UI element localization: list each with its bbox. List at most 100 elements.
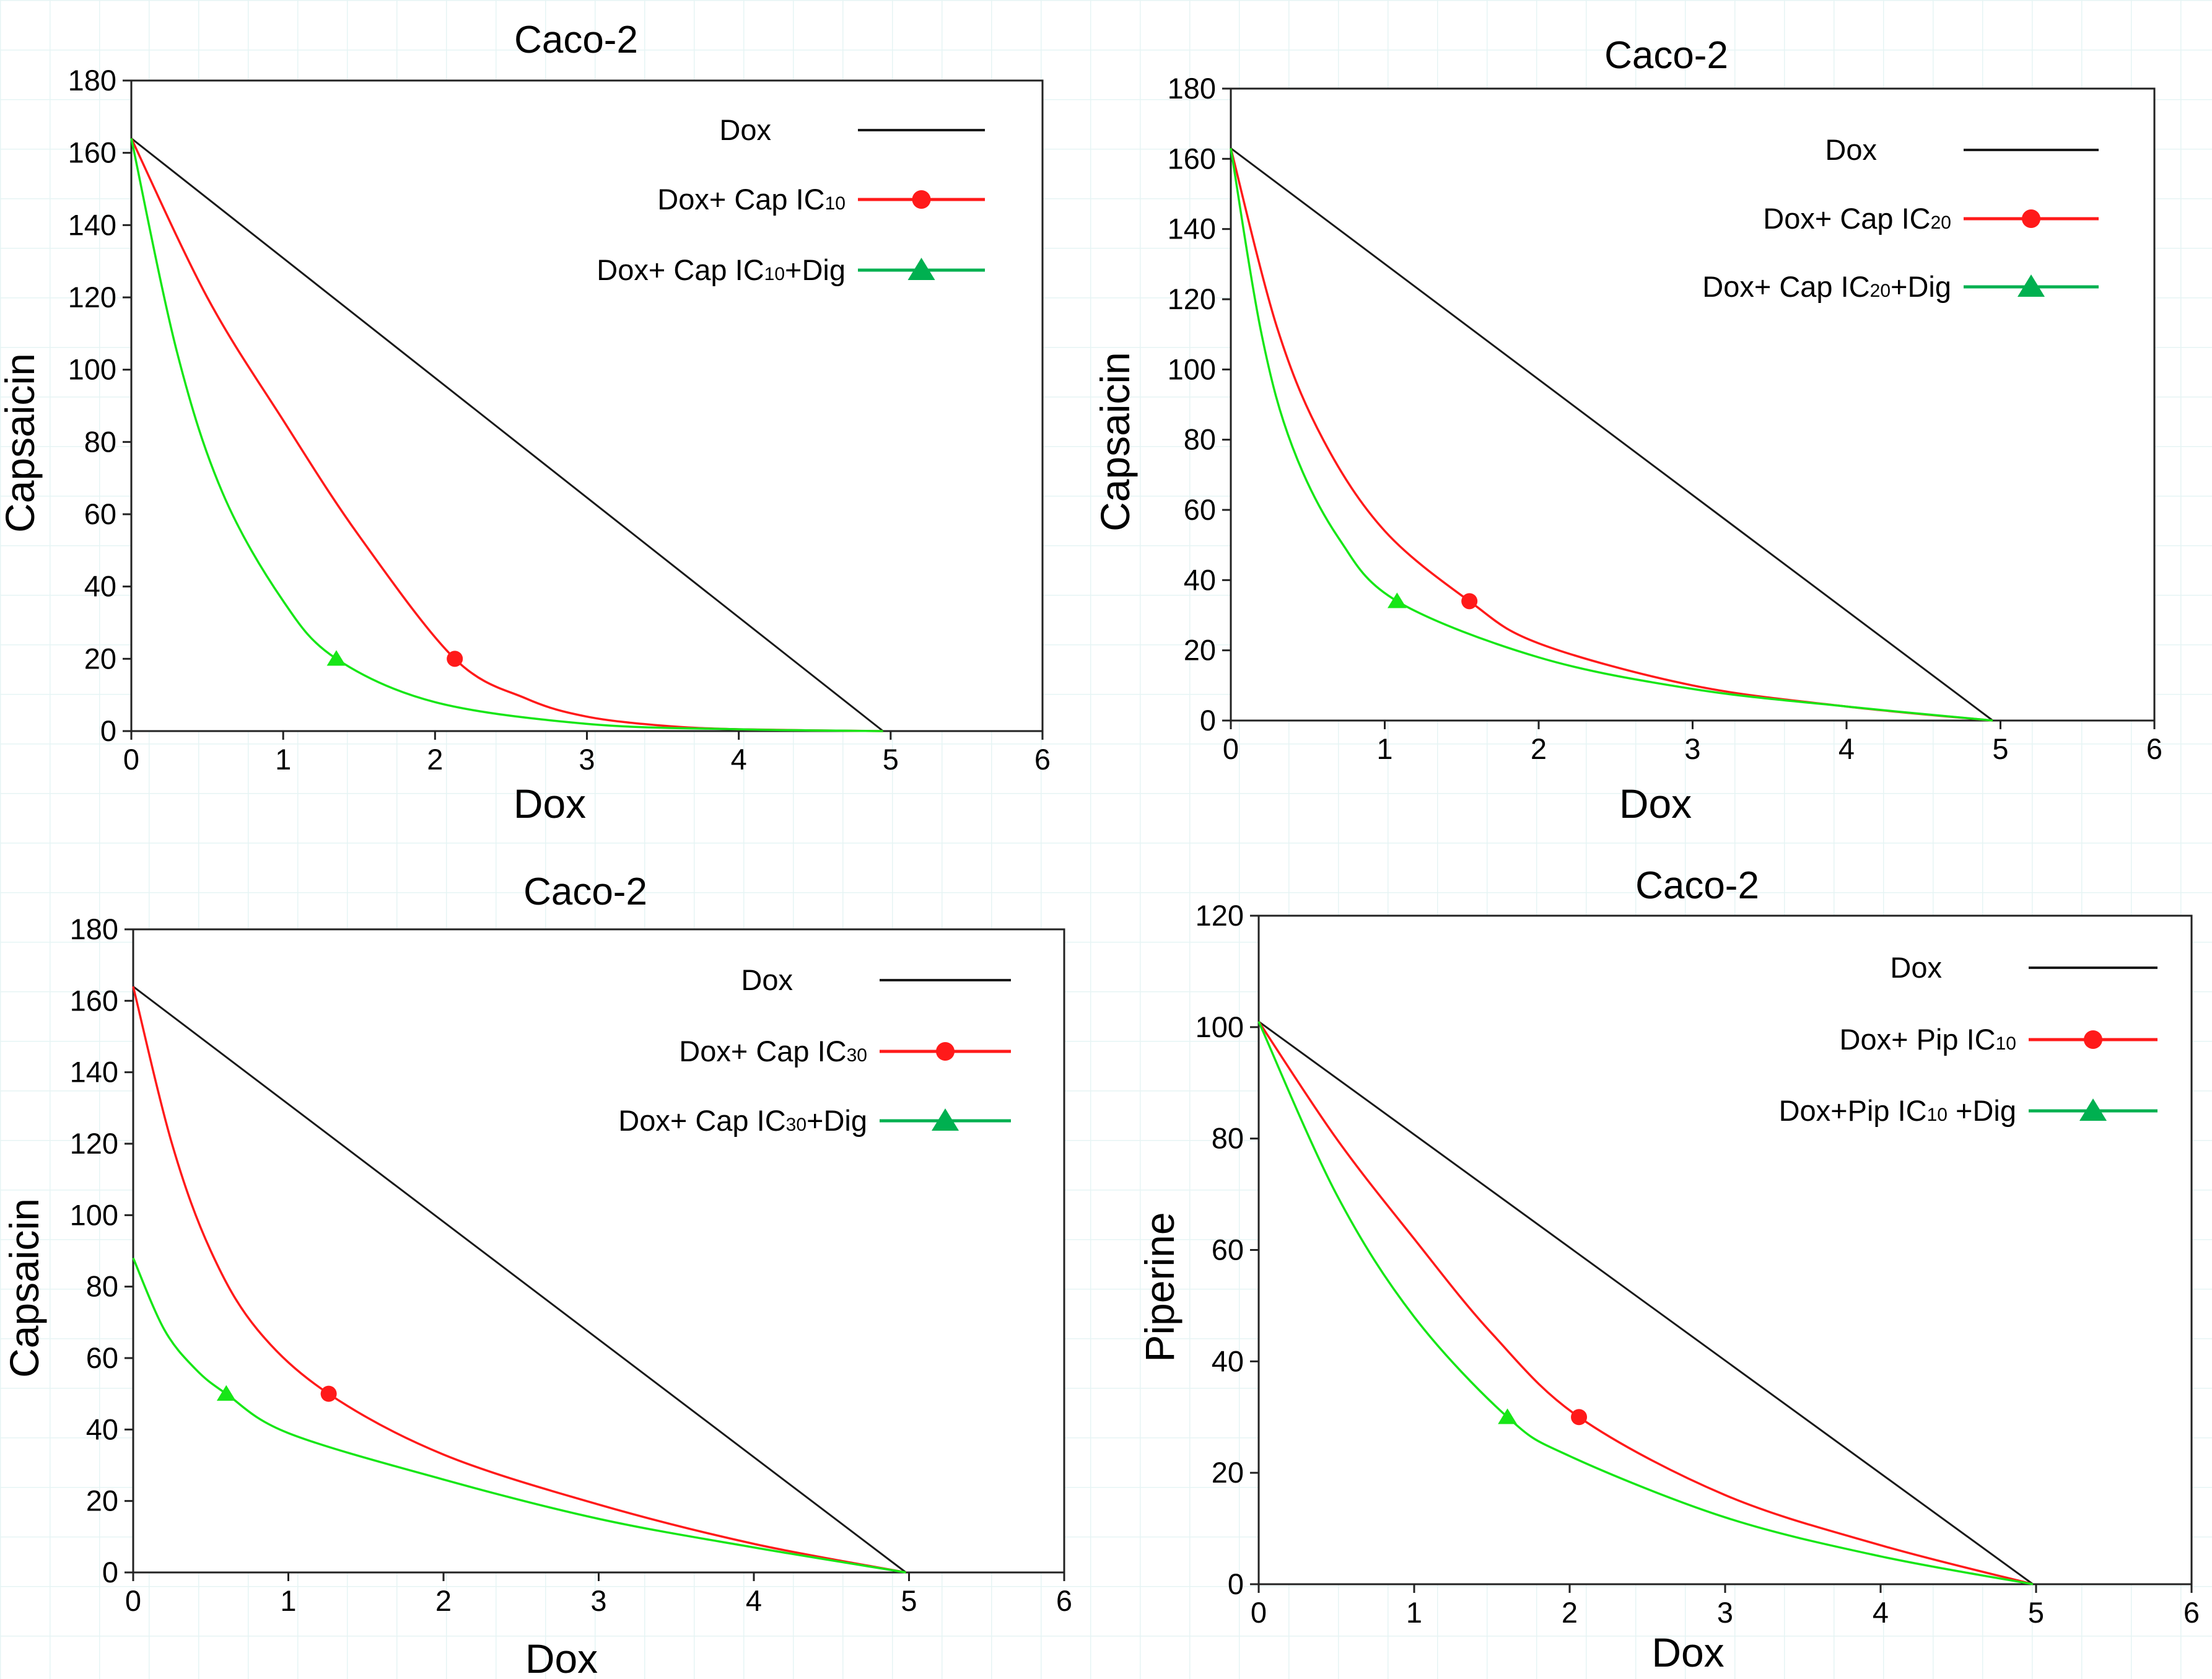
legend-marker-triangle — [2017, 274, 2045, 297]
legend-subscript: 20 — [1931, 213, 1951, 233]
data-point-circle — [447, 651, 463, 667]
series-line-3 — [1257, 1021, 2034, 1585]
legend-marker-circle — [936, 1042, 955, 1061]
legend-marker-triangle — [932, 1108, 959, 1131]
x-tick-label: 1 — [280, 1584, 296, 1617]
x-tick-label: 1 — [1406, 1596, 1422, 1629]
y-axis-label: Capsaicin — [1092, 352, 1138, 532]
series-line-1 — [1230, 147, 1993, 722]
chart-title: Caco-2 — [1604, 34, 1728, 77]
y-tick-label: 60 — [86, 1341, 118, 1374]
x-tick-label: 5 — [1992, 732, 2008, 765]
y-tick-label: 120 — [1168, 283, 1216, 315]
y-tick-label: 40 — [86, 1413, 118, 1445]
chart-panel-1: Caco-2 0 20 40 60 80 100 120 140 160 180 0 1 2 3 4 5 6 Dox… — [0, 19, 1051, 826]
legend-text: Dox+ Cap IC — [597, 253, 764, 286]
legend-subscript: 20 — [1870, 281, 1891, 301]
y-tick-label: 160 — [70, 984, 118, 1017]
chart-title: Caco-2 — [514, 19, 638, 61]
y-tick-label: 180 — [68, 64, 116, 97]
legend-subscript: 30 — [847, 1045, 867, 1066]
y-tick-label: 40 — [84, 570, 116, 603]
legend-entry-1: Dox — [1825, 133, 1877, 166]
series-line-1 — [131, 138, 884, 732]
x-tick-label: 2 — [1562, 1596, 1578, 1629]
x-tick-label: 1 — [1376, 732, 1392, 765]
legend-subscript: 10 — [1927, 1105, 1948, 1125]
x-tick-label: 2 — [435, 1584, 452, 1617]
data-point-triangle — [1498, 1408, 1517, 1424]
chart-panel-2: Caco-2 0 20 40 60 80 100 120 140 160 180 0 1 2 3 4 5 6 Dox… — [1092, 34, 2162, 826]
series-line-2 — [1257, 1020, 2034, 1585]
y-axis-label: Capsaicin — [0, 353, 43, 533]
x-axis-label: Dox — [1619, 781, 1692, 826]
legend-subscript: 10 — [825, 193, 846, 214]
x-tick-label: 6 — [2146, 732, 2162, 765]
legend-subscript: 10 — [764, 264, 785, 284]
y-tick-label: 80 — [1212, 1122, 1244, 1155]
legend-entry-3: Dox+ Cap IC30+Dig — [618, 1104, 867, 1137]
x-tick-label: 4 — [731, 743, 747, 776]
y-tick-label: 120 — [1196, 899, 1244, 932]
x-tick-label: 3 — [1717, 1596, 1733, 1629]
x-tick-label: 4 — [1873, 1596, 1889, 1629]
y-tick-label: 160 — [68, 136, 116, 169]
x-tick-label: 1 — [275, 743, 291, 776]
legend-entry-2: Dox+ Cap IC30 — [679, 1035, 867, 1067]
legend-marker-circle — [2022, 209, 2040, 228]
legend-text: Dox+ Pip IC — [1840, 1023, 1996, 1056]
y-tick-label: 0 — [1200, 704, 1216, 737]
x-tick-label: 0 — [1251, 1596, 1267, 1629]
x-tick-label: 0 — [125, 1584, 141, 1617]
legend-subscript: 10 — [1996, 1033, 2016, 1054]
y-tick-label: 140 — [1168, 213, 1216, 245]
plot-area — [132, 928, 1065, 1574]
y-tick-label: 0 — [1228, 1567, 1244, 1600]
x-tick-label: 3 — [590, 1584, 606, 1617]
plot-area — [1230, 87, 2156, 722]
legend-text: Dox+Pip IC — [1779, 1094, 1927, 1127]
y-tick-label: 80 — [84, 425, 116, 458]
x-tick-label: 3 — [579, 743, 595, 776]
chart-title: Caco-2 — [523, 870, 647, 913]
legend-suffix: +Dig — [1948, 1094, 2016, 1127]
x-tick-label: 6 — [1034, 743, 1051, 776]
legend-marker-circle — [912, 190, 931, 209]
legend-entry-2: Dox+ Pip IC10 — [1840, 1023, 2016, 1056]
data-point-triangle — [1387, 592, 1407, 608]
legend-marker-triangle — [2079, 1098, 2107, 1121]
legend-marker-circle — [2084, 1030, 2102, 1049]
legend-suffix: +Dig — [785, 253, 846, 286]
series-line-3 — [1230, 148, 1993, 722]
legend-entry-1: Dox — [719, 113, 771, 146]
x-tick-label: 0 — [1223, 732, 1239, 765]
series-line-3 — [132, 1257, 906, 1574]
y-tick-label: 120 — [68, 281, 116, 313]
data-point-triangle — [216, 1385, 236, 1401]
x-tick-label: 0 — [123, 743, 139, 776]
x-tick-label: 4 — [746, 1584, 762, 1617]
chart-panel-4: Caco-2 0 20 40 60 80 100 120 0 1 2 3 4 5 6 Dox Piperine D… — [1137, 864, 2200, 1675]
y-tick-label: 100 — [1168, 353, 1216, 385]
x-tick-label: 6 — [1056, 1584, 1072, 1617]
legend-entry-1: Dox — [1890, 951, 1942, 984]
data-point-circle — [1461, 593, 1478, 610]
y-tick-label: 160 — [1168, 142, 1216, 175]
y-tick-label: 120 — [70, 1127, 118, 1160]
legend-entry-3: Dox+ Cap IC10+Dig — [597, 253, 846, 286]
x-tick-label: 6 — [2184, 1596, 2200, 1629]
y-tick-label: 140 — [68, 208, 116, 241]
y-axis-label: Piperine — [1137, 1212, 1183, 1362]
data-point-circle — [1571, 1409, 1588, 1426]
x-tick-label: 2 — [427, 743, 443, 776]
legend-entry-3: Dox+Pip IC10 +Dig — [1779, 1094, 2016, 1127]
legend-text: Dox+ Cap IC — [1763, 202, 1930, 235]
legend-marker-triangle — [907, 258, 935, 280]
y-tick-label: 180 — [70, 913, 118, 945]
x-axis-label: Dox — [514, 781, 586, 826]
y-tick-label: 60 — [1184, 493, 1216, 526]
y-tick-label: 60 — [84, 498, 116, 530]
x-tick-label: 5 — [883, 743, 899, 776]
legend-suffix: +Dig — [807, 1104, 867, 1137]
